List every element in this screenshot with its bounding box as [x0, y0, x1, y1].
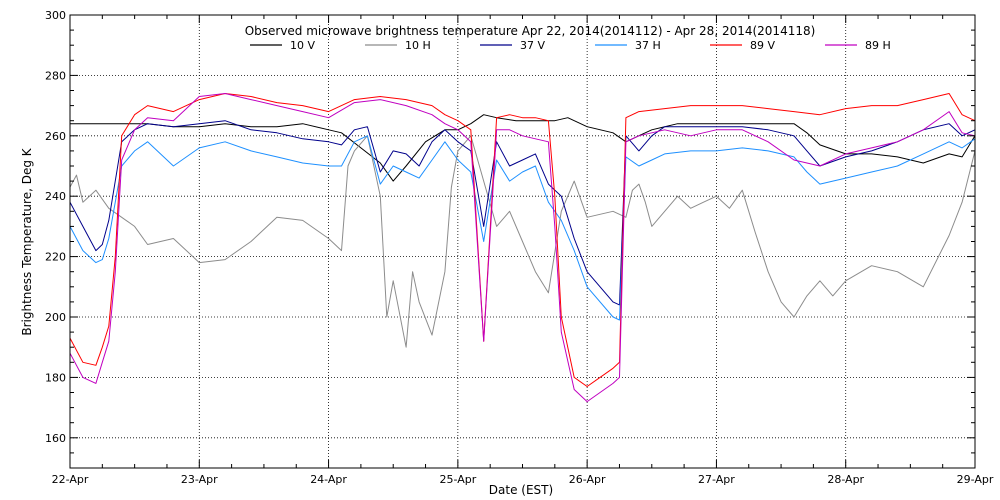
y-tick-label: 240: [45, 190, 66, 203]
series-layer: [69, 93, 976, 403]
legend-label: 89 H: [865, 39, 891, 52]
y-axis-label: Brightness Temperature, Deg K: [20, 147, 34, 335]
x-tick-label: 27-Apr: [698, 473, 735, 486]
tick-labels: 160 180 200 220 240 260 280 300 22-Apr 23-Apr 24-A…: [45, 9, 994, 486]
legend-label: 10 V: [290, 39, 315, 52]
series-line-89-v: [69, 93, 976, 387]
y-tick-label: 260: [45, 130, 66, 143]
y-tick-label: 160: [45, 432, 66, 445]
legend-label: 89 V: [750, 39, 775, 52]
series-line-10-h: [69, 135, 976, 348]
chart-title: Observed microwave brightness temperatur…: [245, 24, 816, 38]
legend: 10 V 10 H 37 V 37 H 89 V 89 H: [250, 39, 891, 52]
x-tick-label: 25-Apr: [439, 473, 476, 486]
series-line-10-v: [70, 114, 976, 182]
legend-label: 37 V: [520, 39, 545, 52]
y-tick-label: 180: [45, 371, 66, 384]
series-line-89-h: [69, 93, 976, 403]
series-line-37-h: [69, 135, 976, 321]
series-line-37-v: [69, 120, 976, 306]
axis-ticks: [69, 14, 976, 469]
legend-label: 37 H: [635, 39, 661, 52]
y-tick-label: 300: [45, 9, 66, 22]
legend-label: 10 H: [405, 39, 431, 52]
x-tick-label: 29-Apr: [957, 473, 994, 486]
x-tick-label: 28-Apr: [827, 473, 864, 486]
x-tick-label: 22-Apr: [52, 473, 89, 486]
x-tick-label: 26-Apr: [569, 473, 606, 486]
x-tick-label: 23-Apr: [181, 473, 218, 486]
x-tick-label: 24-Apr: [310, 473, 347, 486]
y-tick-label: 280: [45, 69, 66, 82]
grid-lines: [70, 15, 975, 468]
y-tick-label: 200: [45, 311, 66, 324]
y-tick-label: 220: [45, 251, 66, 264]
x-axis-label: Date (EST): [489, 483, 553, 497]
